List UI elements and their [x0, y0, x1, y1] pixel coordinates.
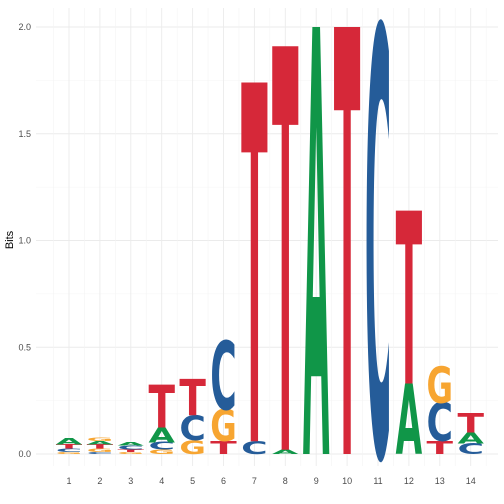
logo-letter-G: G — [118, 451, 144, 454]
x-tick-label: 14 — [466, 476, 476, 486]
logo-letter-C: C — [427, 392, 453, 454]
logo-letter-G: G — [210, 401, 236, 452]
y-tick-label: 0.5 — [18, 342, 31, 352]
logo-letter-C: C — [365, 0, 392, 504]
logo-letter-C: C — [118, 445, 145, 451]
x-tick-label: 12 — [404, 476, 414, 486]
logo-letter-G: G — [179, 437, 205, 459]
logo-letter-A: A — [118, 441, 145, 446]
logo-letter-C: C — [87, 451, 113, 454]
logo-letter-T: T — [427, 438, 454, 458]
logo-letter-G: G — [87, 437, 113, 442]
logo-letter-C: C — [241, 438, 267, 458]
logo-letter-T: T — [179, 370, 206, 428]
logo-letter-C: C — [457, 441, 483, 458]
y-tick-label: 1.0 — [18, 236, 31, 246]
x-tick-label: 1 — [66, 476, 71, 486]
logo-letter-G: G — [87, 448, 113, 453]
logo-letter-T: T — [87, 443, 114, 450]
x-tick-label: 9 — [314, 476, 319, 486]
y-tick-label: 1.5 — [18, 129, 31, 139]
logo-letter-T: T — [457, 408, 484, 439]
x-tick-label: 3 — [128, 476, 133, 486]
y-axis-ticks: 0.0 0.5 1.0 1.5 2.0 — [18, 22, 31, 459]
x-axis-ticks: 1 2 3 4 5 6 7 8 9 10 11 12 13 14 — [66, 476, 475, 486]
logo-letter-T: T — [118, 449, 145, 453]
y-tick-label: 2.0 — [18, 22, 31, 32]
logo-letter-T: T — [396, 164, 423, 440]
logo-letter-G: G — [56, 451, 82, 454]
logo-letter-T: T — [56, 443, 83, 450]
x-tick-label: 5 — [190, 476, 195, 486]
logo-letter-A: A — [303, 0, 330, 504]
y-tick-label: 0.0 — [18, 449, 31, 459]
logo-letter-C: C — [179, 410, 206, 449]
logo-letter-T: T — [210, 438, 237, 458]
logo-letter-G: G — [427, 356, 453, 414]
logo-letter-T: T — [334, 0, 361, 504]
logo-letter-A: A — [87, 440, 114, 445]
gridlines — [36, 8, 498, 466]
logo-letter-A: A — [457, 431, 484, 448]
x-tick-label: 8 — [283, 476, 288, 486]
logo-letter-A: A — [396, 366, 423, 478]
x-tick-label: 4 — [159, 476, 164, 486]
x-tick-label: 13 — [435, 476, 445, 486]
y-axis-title: Bits — [4, 230, 16, 249]
logo-letter-C: C — [210, 322, 236, 432]
logo-letter-A: A — [272, 449, 298, 456]
logo-letter-A: A — [56, 436, 83, 446]
x-tick-label: 6 — [221, 476, 226, 486]
logo-letter-G: G — [148, 449, 175, 456]
logo-letter-T: T — [148, 373, 175, 441]
logo-letter-C: C — [148, 440, 175, 452]
logo-letter-C: C — [56, 448, 82, 453]
logo-letter-T: T — [241, 0, 268, 504]
x-tick-label: 7 — [252, 476, 257, 486]
logo-letter-A: A — [148, 423, 175, 447]
x-tick-label: 2 — [97, 476, 102, 486]
x-tick-label: 11 — [373, 476, 382, 486]
x-tick-label: 10 — [342, 476, 352, 486]
logo-letter-T: T — [272, 0, 299, 504]
